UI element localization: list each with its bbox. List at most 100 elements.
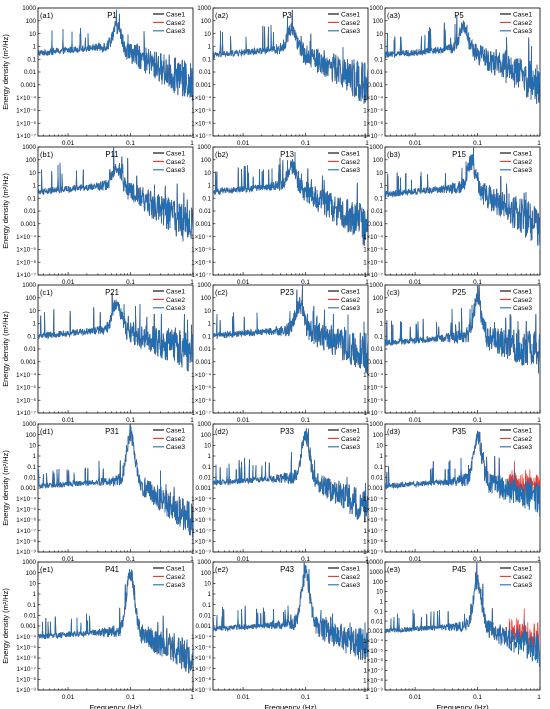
legend-label-case1: Case1 xyxy=(513,427,532,434)
y-tick-label: 100 xyxy=(26,295,37,302)
panel-title: P25 xyxy=(452,288,467,297)
case3-line xyxy=(38,147,193,242)
y-tick-label: 1×10⁻⁶ xyxy=(363,259,383,266)
y-tick-label: 1×10⁻⁸ xyxy=(363,539,383,546)
y-tick-label: 1×10⁻⁴ xyxy=(191,234,211,241)
legend-label-case2: Case2 xyxy=(166,20,185,27)
y-axis: 1×10⁻⁹ 1×10⁻⁸ 1×10⁻⁷ 1×10⁻⁶ 1×10⁻⁵ 1×10⁻⁴ 0.00… xyxy=(191,421,216,556)
y-tick-label: 1000 xyxy=(22,5,36,12)
x-axis: 0.01 0.1 1 xyxy=(42,410,194,424)
y-axis: 1×10⁻⁹ 1×10⁻⁸ 1×10⁻⁷ 1×10⁻⁶ 1×10⁻⁵ 1×10⁻⁴ 0.00… xyxy=(16,421,41,556)
y-tick-label: 0.1 xyxy=(374,608,383,615)
y-tick-label: 1×10⁻⁶ xyxy=(16,655,36,662)
y-tick-label: 1×10⁻⁴ xyxy=(16,234,36,241)
y-tick-label: 1×10⁻⁶ xyxy=(16,397,36,404)
y-tick-label: 1×10⁻⁶ xyxy=(191,655,211,662)
y-tick-label: 100 xyxy=(201,295,212,302)
case3-line xyxy=(213,285,368,375)
x-axis-label: Frequency (Hz) xyxy=(436,703,489,709)
x-tick-label: 0.01 xyxy=(409,417,422,424)
legend-label-case3: Case3 xyxy=(166,305,185,312)
case3-line xyxy=(213,428,368,523)
y-tick-label: 1 xyxy=(208,321,212,328)
y-tick-label: 1×10⁻⁷ xyxy=(192,272,211,279)
y-tick-label: 10 xyxy=(376,31,383,38)
legend-label-case3: Case3 xyxy=(166,28,185,35)
y-tick-label: 1×10⁻⁹ xyxy=(363,687,383,694)
y-axis: 1×10⁻⁹ 1×10⁻⁸ 1×10⁻⁷ 1×10⁻⁶ 1×10⁻⁵ 1×10⁻⁴ 0.00… xyxy=(16,559,41,694)
y-tick-label: 1×10⁻⁷ xyxy=(364,668,383,675)
panel-label: (a3) xyxy=(387,11,400,20)
legend-label-case3: Case3 xyxy=(166,444,185,451)
y-tick-label: 1×10⁻⁷ xyxy=(17,410,36,417)
x-tick-label: 0.01 xyxy=(409,694,422,701)
y-tick-label: 10 xyxy=(376,589,383,596)
y-tick-label: 100 xyxy=(373,295,384,302)
legend-label-case2: Case2 xyxy=(166,436,185,443)
y-tick-label: 100 xyxy=(201,18,212,25)
panel-title: P1 xyxy=(107,11,117,20)
x-axis: 0.01 0.1 1 xyxy=(389,410,541,424)
y-tick-label: 1×10⁻⁷ xyxy=(192,666,211,673)
y-tick-label: 10 xyxy=(204,308,211,315)
panel-p13: 1×10⁻⁷ 1×10⁻⁶ 1×10⁻⁵ 1×10⁻⁴ 0.001 0.01 0.1 1 10 1… xyxy=(191,144,369,286)
x-tick-label: 0.01 xyxy=(62,694,75,701)
y-tick-label: 1×10⁻⁶ xyxy=(363,397,383,404)
y-axis-label: Energy density (m²/Hz) xyxy=(1,588,10,664)
y-tick-label: 1×10⁻⁸ xyxy=(191,677,211,684)
y-tick-label: 0.1 xyxy=(27,195,36,202)
y-tick-label: 1×10⁻⁵ xyxy=(16,507,36,514)
panel-p21: 1×10⁻⁷ 1×10⁻⁶ 1×10⁻⁵ 1×10⁻⁴ 0.001 0.01 0.1 1 10 1… xyxy=(1,282,194,424)
y-axis: 1×10⁻⁷ 1×10⁻⁶ 1×10⁻⁵ 1×10⁻⁴ 0.001 0.01 0.1 1 10 1… xyxy=(363,144,388,279)
y-tick-label: 1×10⁻⁵ xyxy=(191,645,211,652)
panel-title: P33 xyxy=(280,427,294,436)
legend-label-case2: Case2 xyxy=(341,297,360,304)
y-tick-label: 1000 xyxy=(197,421,211,428)
y-tick-label: 1 xyxy=(33,591,37,598)
y-tick-label: 1×10⁻⁸ xyxy=(363,677,383,684)
y-tick-label: 0.001 xyxy=(21,221,37,228)
x-tick-label: 0.1 xyxy=(473,694,482,701)
legend-label-case1: Case1 xyxy=(341,150,360,157)
y-tick-label: 1×10⁻⁶ xyxy=(191,517,211,524)
y-tick-label: 0.01 xyxy=(24,69,37,76)
x-tick-label: 0.1 xyxy=(126,279,135,286)
y-tick-label: 1×10⁻⁴ xyxy=(191,372,211,379)
series-lines xyxy=(213,152,368,246)
x-tick-label: 0.1 xyxy=(473,417,482,424)
case3-line xyxy=(38,292,193,372)
y-tick-label: 10 xyxy=(376,308,383,315)
y-tick-label: 10 xyxy=(29,581,36,588)
case3-line xyxy=(385,562,540,667)
y-tick-label: 1000 xyxy=(22,559,36,566)
y-tick-label: 1×10⁻⁸ xyxy=(16,677,36,684)
series-lines xyxy=(385,15,540,104)
y-tick-label: 1×10⁻⁷ xyxy=(364,272,383,279)
y-tick-label: 1×10⁻⁵ xyxy=(363,385,383,392)
y-tick-label: 1×10⁻⁵ xyxy=(16,108,36,115)
panel-p43: 1×10⁻⁹ 1×10⁻⁸ 1×10⁻⁷ 1×10⁻⁶ 1×10⁻⁵ 1×10⁻⁴ 0.00… xyxy=(191,559,369,709)
y-axis-label: Energy density (m²/Hz) xyxy=(1,311,10,387)
series-lines xyxy=(38,9,193,101)
legend-label-case1: Case1 xyxy=(166,11,185,18)
x-axis: 0.01 0.1 1 xyxy=(389,133,541,147)
panel-p35: 1×10⁻⁹ 1×10⁻⁸ 1×10⁻⁷ 1×10⁻⁶ 1×10⁻⁵ 1×10⁻⁴ 0.00… xyxy=(363,421,541,563)
y-axis-label: Energy density (m²/Hz) xyxy=(1,450,10,526)
legend-label-case3: Case3 xyxy=(513,28,532,35)
x-tick-label: 1 xyxy=(365,556,369,563)
x-tick-label: 0.01 xyxy=(62,140,75,147)
panel-label: (b2) xyxy=(215,150,228,159)
y-tick-label: 1000 xyxy=(22,421,36,428)
panel-title: P11 xyxy=(105,150,118,159)
y-tick-label: 0.1 xyxy=(202,602,211,609)
y-tick-label: 1×10⁻⁶ xyxy=(16,120,36,127)
x-axis: 0.01 0.1 1 xyxy=(42,272,194,286)
y-tick-label: 10 xyxy=(204,443,211,450)
y-tick-label: 0.01 xyxy=(371,208,384,215)
panel-p3: 1×10⁻⁷ 1×10⁻⁶ 1×10⁻⁵ 1×10⁻⁴ 0.001 0.01 0.1 1 10 1… xyxy=(191,5,369,147)
y-tick-label: 1×10⁻⁵ xyxy=(363,247,383,254)
y-tick-label: 1×10⁻⁹ xyxy=(191,687,211,694)
x-tick-label: 1 xyxy=(190,140,194,147)
panel-p5: 1×10⁻⁷ 1×10⁻⁶ 1×10⁻⁵ 1×10⁻⁴ 0.001 0.01 0.1 1 10 1… xyxy=(363,5,541,147)
